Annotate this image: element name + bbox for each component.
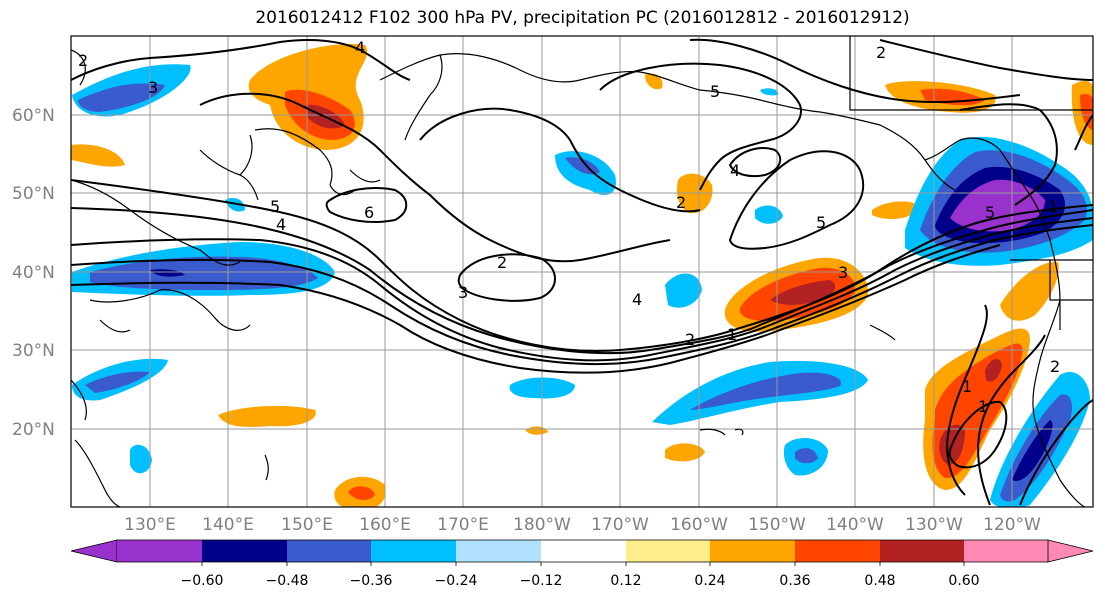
lat-label: 20°N (12, 420, 55, 440)
colorbar-segment (202, 540, 287, 562)
contour-label: 3 (838, 263, 848, 282)
contour-label: 6 (364, 203, 374, 222)
lon-label: 150°E (281, 515, 333, 535)
colorbar-tick-label: −0.48 (266, 573, 309, 589)
lon-label: 180°W (513, 515, 571, 535)
lon-label: 160°W (670, 515, 728, 535)
shade-neg-light (130, 444, 152, 474)
colorbar-segment (117, 540, 202, 562)
contour-label: 4 (632, 290, 642, 309)
shade-neg-mod (795, 448, 818, 464)
shade-pos-strong (770, 280, 836, 305)
colorbar-extend-high (1047, 539, 1094, 563)
colorbar-segment (456, 540, 541, 562)
contour-label: 5 (270, 197, 280, 216)
shade-pos-light (218, 405, 316, 427)
shade-pos-light (525, 426, 548, 435)
shade-neg-light (755, 205, 783, 224)
shade-pos-light (872, 201, 920, 220)
shade-neg-strong (150, 269, 185, 277)
contour-label: 1 (962, 377, 972, 396)
shade-neg-mod (78, 83, 165, 112)
lon-label: 120°W (983, 515, 1041, 535)
precip-shading (71, 44, 1093, 507)
contour-label: 2 (1050, 357, 1060, 376)
map-title: 2016012412 F102 300 hPa PV, precipitatio… (255, 8, 910, 28)
lon-label: 130°E (124, 515, 176, 535)
colorbar-segment (541, 540, 626, 562)
shade-pos-light (1000, 261, 1059, 321)
shade-neg-strong (1012, 420, 1053, 481)
shade-pos-light (71, 144, 125, 167)
contour-label: 1 (727, 325, 737, 344)
lon-label: 170°E (437, 515, 489, 535)
lon-label: 170°W (591, 515, 649, 535)
shade-pos-strong (985, 358, 1002, 382)
colorbar-extend-low (70, 539, 118, 563)
colorbar-segment (880, 540, 964, 562)
colorbar-tick-label: 0.36 (779, 573, 810, 589)
contour-label: 4 (730, 161, 740, 180)
contour-label: 2 (497, 253, 507, 272)
pv-contours (71, 38, 1093, 506)
colorbar-tick-label: −0.24 (435, 573, 478, 589)
contour-label: 3 (148, 78, 158, 97)
lon-label: 140°W (826, 515, 884, 535)
lon-label: 160°E (359, 515, 411, 535)
shade-neg-light (665, 273, 702, 308)
contour-label: 2 (676, 193, 686, 212)
shade-neg-mod (90, 256, 318, 290)
contour-label: 2 (876, 43, 886, 62)
shade-neg-mod (85, 371, 150, 393)
colorbar-tick-label: −0.36 (350, 573, 393, 589)
colorbar: −0.60 −0.48 −0.36 −0.24 −0.12 0.12 0.24 … (70, 539, 1094, 589)
lon-label: 140°E (202, 515, 254, 535)
lat-label: 30°N (12, 341, 55, 361)
colorbar-segment (964, 540, 1048, 562)
lat-label: 60°N (12, 106, 55, 126)
lat-label: 50°N (12, 184, 55, 204)
contour-label: 1 (978, 397, 988, 416)
colorbar-segment (710, 540, 795, 562)
contour-label: 2 (685, 330, 695, 349)
map-frame (70, 35, 1094, 508)
lon-label: 150°W (748, 515, 806, 535)
colorbar-tick-label: 0.48 (864, 573, 895, 589)
colorbar-tick-label: 0.12 (610, 573, 641, 589)
lon-label: 130°W (905, 515, 963, 535)
shade-pos-light (665, 443, 705, 462)
contour-label: 4 (276, 215, 286, 234)
shade-pos-light (645, 73, 663, 90)
contour-label: 5 (710, 82, 720, 101)
colorbar-segment (626, 540, 710, 562)
contour-label: 4 (355, 38, 365, 57)
contour-label: 3 (458, 283, 468, 302)
colorbar-segment (371, 540, 456, 562)
shade-pos-mod (348, 486, 375, 500)
colorbar-tick-label: 0.24 (694, 573, 725, 589)
coastlines (71, 36, 1093, 507)
shade-neg-light (225, 198, 245, 212)
map-panel: 2 3 4 5 6 5 4 3 2 4 2 1 2 3 4 5 5 1 2 1 … (71, 36, 1093, 507)
contour-label: 2 (78, 51, 88, 70)
shade-neg-mod (690, 372, 841, 410)
contour-label: 1 (1048, 197, 1058, 216)
colorbar-tick-label: −0.60 (181, 573, 224, 589)
contour-label: 5 (816, 213, 826, 232)
graticule (71, 36, 1093, 507)
latitude-labels: 60°N 50°N 40°N 30°N 20°N (12, 106, 55, 440)
colorbar-tick-label: 0.60 (948, 573, 979, 589)
colorbar-segment (795, 540, 880, 562)
lat-label: 40°N (12, 263, 55, 283)
shade-neg-light (760, 88, 779, 96)
contour-labels: 2 3 4 5 6 5 4 3 2 4 2 1 2 3 4 5 5 1 2 1 … (78, 38, 1060, 416)
colorbar-tick-label: −0.12 (520, 573, 563, 589)
longitude-labels: 130°E 140°E 150°E 160°E 170°E 180°W 170°… (124, 515, 1041, 535)
contour-label: 5 (985, 203, 995, 222)
colorbar-segment (287, 540, 371, 562)
